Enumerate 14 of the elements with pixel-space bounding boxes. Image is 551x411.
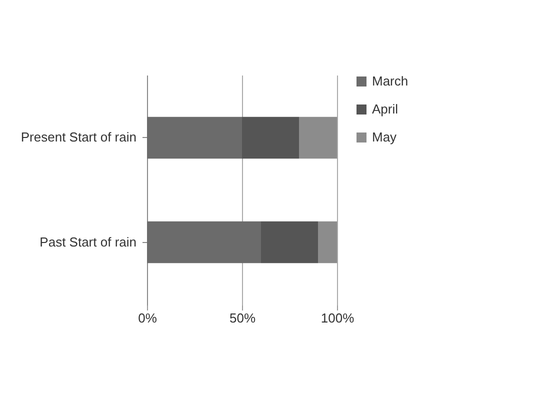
- legend-label: April: [372, 102, 398, 116]
- bar: [147, 116, 242, 159]
- x-tick-label: 0%: [138, 310, 158, 326]
- bar: [147, 221, 261, 264]
- x-tick-label: 50%: [229, 310, 256, 326]
- bar: [299, 116, 337, 159]
- bar: [261, 221, 318, 264]
- bar: [318, 221, 337, 264]
- y-tick-label: Past Start of rain: [40, 234, 136, 250]
- x-tick-label: 100%: [320, 310, 355, 326]
- legend-label: May: [372, 130, 398, 144]
- legend-label: March: [372, 74, 408, 88]
- y-tick-label: Present Start of rain: [20, 130, 136, 145]
- bar: [242, 116, 299, 159]
